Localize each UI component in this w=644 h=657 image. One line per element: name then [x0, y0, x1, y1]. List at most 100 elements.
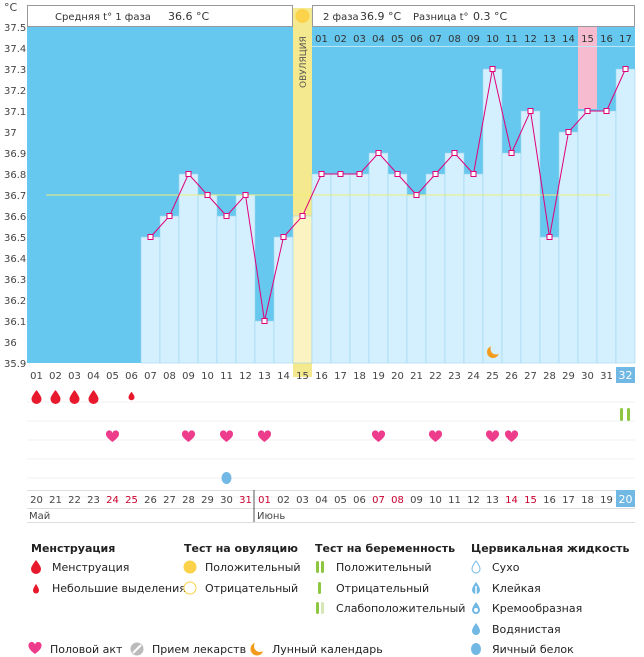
next-cycle-day-label: 32 [619, 369, 633, 382]
sticky-icon [472, 582, 480, 594]
legend: Менструация Менструация Небольшие выделе… [0, 536, 644, 657]
legend-cervical-title: Цервикальная жидкость [471, 542, 630, 555]
temperature-point[interactable] [584, 108, 591, 114]
phase1-avg-value: 36.6 °C [168, 10, 209, 23]
temperature-bar [235, 194, 256, 364]
legend-menstruation: Менструация [31, 560, 129, 574]
egg-white-icon [221, 472, 232, 484]
temperature-point[interactable] [261, 318, 268, 324]
phase1-avg-label: Средняя t° 1 фаза [55, 12, 151, 23]
phase2-day-label: 09 [467, 34, 480, 45]
temperature-point[interactable] [356, 171, 363, 177]
ovulation-label: ОВУЛЯЦИЯ [299, 36, 309, 88]
bbt-chart: °C Средняя t° 1 фаза 36.6 °C 2 фаза 36.9… [4, 1, 636, 523]
intercourse-heart-icon [371, 430, 386, 442]
intercourse-heart-icon [257, 430, 272, 442]
y-tick-label: 37.2 [4, 86, 26, 97]
calendar-date-label: 20 [30, 495, 43, 506]
phase2-day-label: 17 [619, 34, 632, 45]
temperature-bar [520, 110, 541, 364]
ovulation-column-lower [293, 363, 312, 377]
temperature-point[interactable] [546, 234, 553, 240]
temperature-bar [330, 173, 351, 364]
creamy-icon [472, 602, 480, 614]
temperature-bar [254, 320, 275, 364]
temperature-bar [273, 236, 294, 364]
phase2-day-label: 01 [315, 34, 328, 45]
temperature-point[interactable] [166, 213, 173, 219]
temperature-bar [406, 194, 427, 364]
temperature-point[interactable] [451, 150, 458, 156]
phase2-day-label: 12 [524, 34, 537, 45]
dry-drop-outline-icon [471, 560, 481, 574]
temperature-point[interactable] [242, 192, 249, 198]
temperature-bar [444, 152, 465, 364]
y-tick-label: 37.3 [4, 65, 26, 76]
temperature-point[interactable] [204, 192, 211, 198]
legend-medication: Прием лекарств [130, 642, 246, 656]
temperature-bar [311, 173, 332, 364]
cycle-day-label: 09 [182, 371, 195, 382]
two-stripes-icon [316, 561, 324, 573]
light-discharge-drop-icon [128, 391, 135, 401]
temperature-point[interactable] [147, 234, 154, 240]
temperature-point[interactable] [375, 150, 382, 156]
temperature-point[interactable] [432, 171, 439, 177]
calendar-date-label: 25 [125, 495, 138, 506]
calendar-date-label: 24 [106, 495, 119, 506]
phase2-day-label: 02 [334, 34, 347, 45]
y-tick-label: 36.1 [4, 317, 26, 328]
calendar-date-label: 10 [429, 495, 442, 506]
temperature-bar [159, 215, 180, 364]
temperature-point[interactable] [185, 171, 192, 177]
month-label: Июнь [257, 511, 285, 522]
temperature-point[interactable] [337, 171, 344, 177]
intercourse-heart-icon [105, 430, 120, 442]
next-cycle-date-label: 20 [619, 493, 633, 506]
temperature-point[interactable] [622, 66, 629, 72]
temperature-point[interactable] [470, 171, 477, 177]
cycle-day-label: 22 [429, 371, 442, 382]
temperature-point[interactable] [223, 213, 230, 219]
moon-icon [250, 642, 264, 656]
calendar-date-label: 31 [239, 495, 252, 506]
temperature-point[interactable] [280, 234, 287, 240]
phase2-day-label: 11 [505, 34, 518, 45]
y-tick-label: 37 [4, 128, 17, 139]
faint-stripes-icon [316, 602, 324, 614]
cycle-day-label: 01 [30, 371, 43, 382]
cycle-day-label: 14 [277, 371, 290, 382]
temperature-point[interactable] [489, 66, 496, 72]
legend-pregnancy-weak: Слабоположительный [316, 602, 465, 615]
temperature-point[interactable] [299, 213, 306, 219]
y-tick-label: 36.8 [4, 170, 26, 181]
temperature-point[interactable] [318, 171, 325, 177]
legend-moon: Лунный календарь [250, 642, 383, 656]
phase2-day-label: 08 [448, 34, 461, 45]
phase2-day-label: 03 [353, 34, 366, 45]
legend-pregnancy-negative: Отрицательный [318, 582, 429, 595]
y-tick-label: 36.9 [4, 149, 26, 160]
phase2-day-label: 05 [391, 34, 404, 45]
calendar-date-label: 21 [49, 495, 62, 506]
temperature-bar [463, 173, 484, 364]
temperature-point[interactable] [508, 150, 515, 156]
temperature-point[interactable] [394, 171, 401, 177]
cycle-day-label: 24 [467, 371, 480, 382]
temperature-point[interactable] [413, 192, 420, 198]
temperature-point[interactable] [603, 108, 610, 114]
temperature-bar [482, 68, 503, 364]
calendar-date-label: 28 [182, 495, 195, 506]
predicted-period-column [578, 27, 597, 109]
cycle-day-label: 29 [562, 371, 575, 382]
legend-menstruation-title: Менструация [31, 542, 116, 555]
calendar-date-label: 26 [144, 495, 157, 506]
cycle-day-label: 04 [87, 371, 100, 382]
cycle-day-label: 18 [353, 371, 366, 382]
temperature-point[interactable] [527, 108, 534, 114]
calendar-date-label: 08 [391, 495, 404, 506]
temperature-point[interactable] [565, 129, 572, 135]
cycle-day-label: 13 [258, 371, 271, 382]
cycle-day-label: 11 [220, 371, 233, 382]
calendar-date-label: 14 [505, 495, 518, 506]
